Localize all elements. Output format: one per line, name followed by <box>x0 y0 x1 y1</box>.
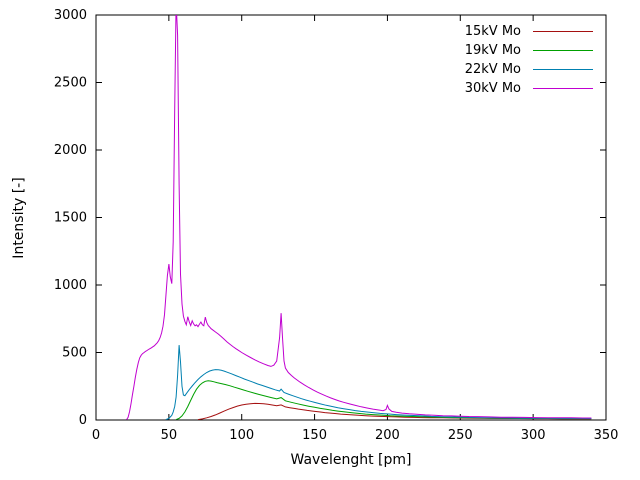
legend-line-sample <box>533 50 593 51</box>
y-tick-label: 2000 <box>54 143 87 158</box>
legend-label: 19kV Mo <box>464 43 521 58</box>
series-line-22kv-mo <box>165 345 592 420</box>
x-tick-label: 0 <box>92 428 100 443</box>
legend-label: 30kV Mo <box>464 81 521 96</box>
series-line-19kv-mo <box>175 380 592 420</box>
y-tick-label: 1500 <box>54 211 87 226</box>
x-tick-label: 100 <box>229 428 254 443</box>
x-axis-label: Wavelenght [pm] <box>290 452 412 468</box>
x-tick-label: 150 <box>302 428 327 443</box>
legend-label: 15kV Mo <box>464 24 521 39</box>
legend-line-sample <box>533 88 593 89</box>
y-tick-label: 1000 <box>54 278 87 293</box>
y-tick-label: 3000 <box>54 8 87 23</box>
legend-item-19kv-mo: 19kV Mo <box>465 43 593 58</box>
x-tick-label: 300 <box>521 428 546 443</box>
legend-line-sample <box>533 31 593 32</box>
legend-item-30kv-mo: 30kV Mo <box>465 81 593 96</box>
x-tick-label: 50 <box>161 428 178 443</box>
y-tick-label: 0 <box>79 413 87 428</box>
series-line-30kv-mo <box>126 15 592 420</box>
legend-item-22kv-mo: 22kV Mo <box>465 62 593 77</box>
y-tick-label: 2500 <box>54 76 87 91</box>
legend-item-15kv-mo: 15kV Mo <box>465 24 593 39</box>
y-tick-label: 500 <box>62 346 87 361</box>
legend-label: 22kV Mo <box>464 62 521 77</box>
x-tick-label: 250 <box>448 428 473 443</box>
y-axis-label: Intensity [-] <box>11 177 27 259</box>
legend-line-sample <box>533 69 593 70</box>
x-tick-label: 350 <box>594 428 619 443</box>
x-tick-label: 200 <box>375 428 400 443</box>
legend: 15kV Mo 19kV Mo 22kV Mo 30kV Mo <box>465 24 593 96</box>
series-group <box>126 15 592 420</box>
